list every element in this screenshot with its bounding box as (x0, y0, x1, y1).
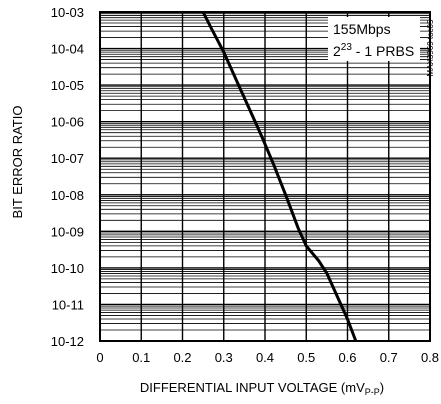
x-axis-title-close: ) (380, 380, 384, 395)
y-tick-label: 10-10 (51, 261, 84, 276)
legend-line2: 223 - 1 PRBS (333, 42, 414, 59)
side-tag: MAX3969 toc05 (426, 19, 435, 76)
y-tick-label: 10-12 (51, 334, 84, 349)
y-tick-label: 10-09 (51, 224, 84, 239)
y-axis-title: BIT ERROR RATIO (10, 106, 25, 219)
y-tick-label: 10-08 (51, 188, 84, 203)
y-tick-label: 10-06 (51, 115, 84, 130)
x-tick-labels: 0 0.1 0.2 0.3 0.4 0.5 0.6 0.7 0.8 (96, 350, 439, 365)
legend: 155Mbps 223 - 1 PRBS (328, 17, 420, 61)
y-tick-label: 10-05 (51, 78, 84, 93)
x-tick-label: 0.3 (215, 350, 233, 365)
legend-background (328, 17, 420, 61)
series-line (201, 11, 358, 342)
y-tick-label: 10-04 (51, 42, 84, 57)
x-axis-title: DIFFERENTIAL INPUT VOLTAGE (mVP-P) (140, 380, 384, 397)
y-tick-label: 10-11 (52, 297, 84, 312)
legend-line2-sup: 23 (341, 42, 353, 53)
x-tick-label: 0.1 (132, 350, 150, 365)
y-tick-labels: 10-03 10-04 10-05 10-06 10-07 10-08 10-09 10-10… (51, 5, 84, 349)
legend-line2-rest: - 1 PRBS (352, 43, 414, 59)
x-axis-title-main: DIFFERENTIAL INPUT VOLTAGE (mV (140, 380, 365, 395)
x-tick-label: 0.2 (173, 350, 191, 365)
x-tick-label: 0 (96, 350, 103, 365)
y-tick-label: 10-03 (51, 5, 84, 20)
x-tick-label: 0.7 (380, 350, 398, 365)
major-gridlines (99, 11, 431, 342)
x-tick-label: 0.4 (256, 350, 274, 365)
x-tick-label: 0.8 (421, 350, 439, 365)
x-tick-label: 0.5 (297, 350, 315, 365)
plot-frame (99, 11, 431, 342)
x-tick-label: 0.6 (338, 350, 356, 365)
y-tick-label: 10-07 (51, 151, 84, 166)
legend-line1: 155Mbps (333, 21, 391, 37)
x-axis-title-sub: P-P (365, 387, 380, 397)
legend-line2-base: 2 (333, 43, 341, 59)
